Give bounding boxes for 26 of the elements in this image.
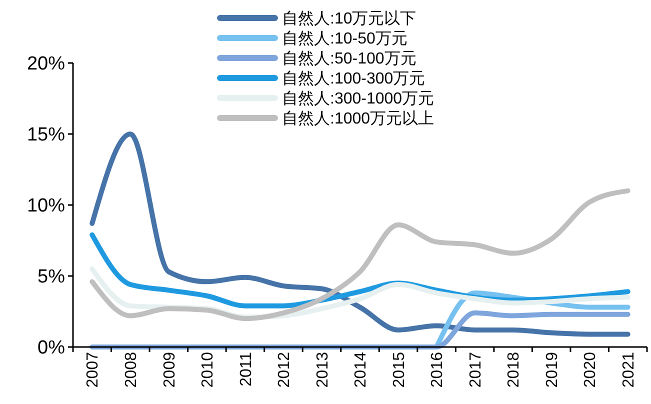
y-tick-label: 15%: [26, 124, 66, 146]
x-tick-label: 2017: [467, 352, 484, 388]
legend-label: 自然人:10万元以下: [282, 10, 416, 28]
x-tick-label: 2011: [238, 352, 255, 386]
x-tick-label: 2014: [352, 352, 370, 388]
x-tick-label: 2021: [620, 352, 638, 388]
x-tick-label: 2009: [161, 352, 178, 388]
x-tick-label: 2018: [506, 352, 523, 388]
x-tick-label: 2015: [390, 352, 408, 388]
y-tick-label: 5%: [38, 266, 66, 288]
legend-label: 自然人:1000万元以上: [282, 110, 434, 128]
x-tick-label: 2013: [314, 352, 332, 388]
x-tick-label: 2012: [276, 352, 294, 388]
legend-label: 自然人:100-300万元: [282, 70, 426, 88]
x-tick-label: 2020: [582, 352, 600, 388]
x-tick-label: 2007: [84, 352, 102, 388]
y-tick-label: 20%: [26, 54, 66, 75]
y-tick-label: 10%: [26, 196, 66, 217]
x-tick-label: 2010: [200, 352, 217, 388]
legend-label: 自然人:300-1000万元: [282, 90, 434, 108]
legend-label: 自然人:10-50万元: [282, 30, 408, 48]
legend-label: 自然人:50-100万元: [282, 50, 416, 68]
x-tick-label: 2008: [123, 352, 140, 388]
y-tick-label: 0%: [38, 338, 66, 359]
x-tick-label: 2016: [429, 352, 446, 388]
x-tick-label: 2019: [544, 352, 561, 388]
